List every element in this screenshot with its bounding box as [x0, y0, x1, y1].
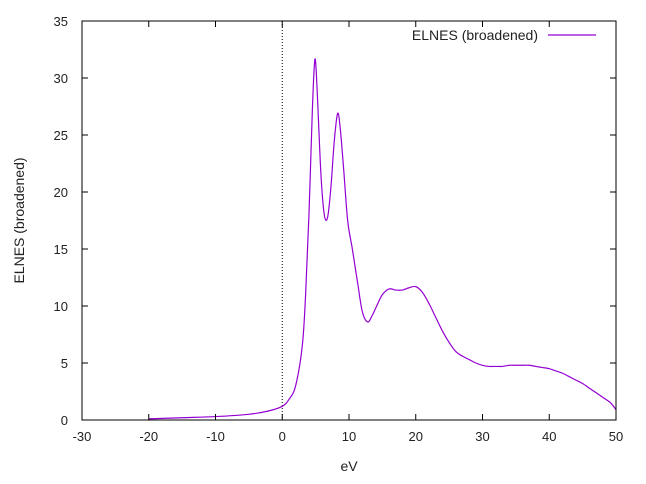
legend: ELNES (broadened): [412, 27, 596, 43]
y-tick-label: 10: [54, 299, 68, 314]
series-layer: [148, 58, 617, 420]
x-tick-label: 30: [475, 429, 489, 444]
legend-entry-label: ELNES (broadened): [412, 27, 538, 43]
x-tick-label: -20: [139, 429, 158, 444]
x-axis-label: eV: [340, 458, 358, 474]
ticks-layer: -30 -20 -10 0 10 20 30 40 50 0 5 10 15 20 25 30 35: [54, 14, 624, 444]
y-tick-label: 25: [54, 128, 68, 143]
y-tick-label: 5: [61, 356, 68, 371]
y-tick-label: 35: [54, 14, 68, 29]
y-tick-label: 0: [61, 413, 68, 428]
x-tick-label: 10: [342, 429, 356, 444]
x-tick-label: 40: [542, 429, 556, 444]
series-line: [148, 58, 617, 420]
y-tick-label: 15: [54, 242, 68, 257]
y-tick-label: 30: [54, 71, 68, 86]
x-tick-label: 0: [279, 429, 286, 444]
x-tick-label: -30: [73, 429, 92, 444]
y-tick-label: 20: [54, 185, 68, 200]
x-tick-label: 50: [609, 429, 623, 444]
y-axis-label: ELNES (broadened): [11, 157, 27, 283]
x-tick-label: 20: [409, 429, 423, 444]
x-tick-label: -10: [206, 429, 225, 444]
